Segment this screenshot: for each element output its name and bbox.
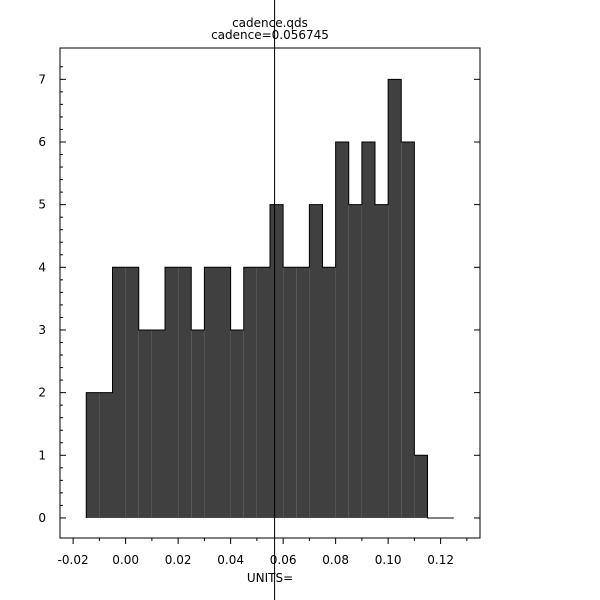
histogram-bar (204, 267, 218, 518)
y-tick-label: 4 (38, 260, 46, 274)
histogram-bar (217, 267, 231, 518)
histogram-bar (414, 455, 428, 518)
x-axis-label: UNITS= (247, 571, 293, 585)
histogram-bar (375, 204, 389, 518)
plot-frame (59, 47, 481, 539)
histogram-bar (283, 267, 297, 518)
histogram-bar (165, 267, 179, 518)
histogram-bar (112, 267, 126, 518)
y-tick-label: 6 (38, 135, 46, 149)
histogram-bar (178, 267, 192, 518)
histogram-bar (322, 267, 336, 518)
x-tick-label: 0.02 (165, 553, 192, 567)
histogram-bar (151, 329, 165, 518)
x-axis: -0.02 0.00 0.02 0.04 0.06 0.08 0.10 0.12 (58, 538, 468, 567)
y-tick-label: 1 (38, 448, 46, 462)
y-tick-label: 2 (38, 386, 46, 400)
histogram-outline (85, 78, 454, 519)
histogram-bar (296, 267, 310, 518)
histogram-bar (99, 392, 113, 518)
y-tick-label: 7 (38, 72, 46, 86)
x-tick-label: 0.08 (322, 553, 349, 567)
histogram-bars (85, 78, 454, 519)
y-tick-label: 3 (38, 323, 46, 337)
x-tick-label: -0.02 (58, 553, 89, 567)
y-axis: 0 1 2 3 4 5 6 7 (38, 66, 480, 525)
histogram-bar (256, 267, 270, 518)
histogram-bar (191, 329, 205, 518)
x-tick-label: 0.00 (112, 553, 139, 567)
histogram-bar (348, 204, 362, 518)
x-tick-label: 0.10 (375, 553, 402, 567)
histogram-bar (388, 79, 402, 518)
chart-title: cadence.qds (232, 16, 308, 30)
histogram-bar (138, 329, 152, 518)
histogram-bar (335, 141, 349, 518)
histogram-bar (309, 204, 323, 518)
histogram-bar (243, 267, 257, 518)
x-tick-label: 0.04 (217, 553, 244, 567)
histogram-bar (270, 204, 284, 518)
y-tick-label: 0 (38, 511, 46, 525)
histogram-bar (361, 141, 375, 518)
histogram-bar (125, 267, 139, 518)
histogram-bar (230, 329, 244, 518)
x-tick-label: 0.12 (427, 553, 454, 567)
y-tick-label: 5 (38, 198, 46, 212)
chart-subtitle: cadence=0.056745 (211, 28, 329, 42)
histogram-bar (401, 141, 415, 518)
x-tick-label: 0.06 (270, 553, 297, 567)
histogram-bar (86, 392, 100, 518)
